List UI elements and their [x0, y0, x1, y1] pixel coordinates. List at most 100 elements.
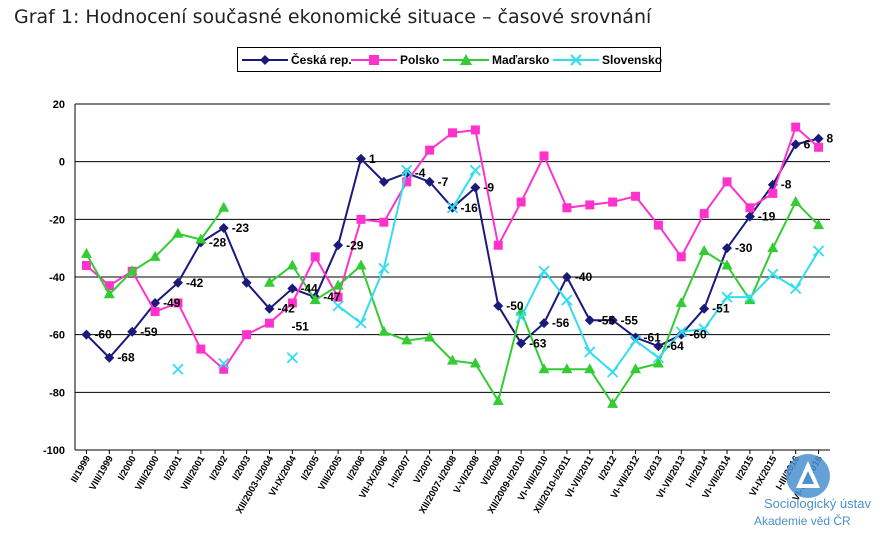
- data-label: -8: [781, 178, 792, 192]
- data-point-diamond: [584, 315, 595, 326]
- data-point-triangle: [332, 279, 344, 290]
- data-point-diamond: [355, 153, 366, 164]
- data-point-square: [562, 203, 572, 213]
- legend-label-slovakia: Slovensko: [602, 52, 663, 67]
- data-label: -55: [621, 313, 639, 327]
- data-point-diamond: [333, 240, 344, 251]
- data-point-square: [699, 209, 709, 219]
- data-point-square: [379, 217, 389, 227]
- data-point-square: [653, 220, 663, 230]
- data-label: -50: [506, 299, 524, 313]
- y-tick-label: -20: [49, 214, 65, 226]
- data-point-triangle: [424, 331, 436, 342]
- data-point-triangle: [698, 245, 710, 256]
- series-line: [268, 200, 820, 406]
- data-point-triangle: [538, 363, 550, 374]
- x-tick-label: II/1999: [69, 454, 93, 485]
- legend-item-poland: Polsko: [351, 48, 439, 71]
- data-point-x: [790, 282, 802, 295]
- x-marker-icon: [553, 53, 599, 66]
- data-point-diamond: [287, 283, 298, 294]
- data-point-square: [493, 240, 503, 250]
- chart-title: Graf 1: Hodnocení současné ekonomické si…: [14, 6, 652, 28]
- data-point-triangle: [309, 294, 321, 305]
- data-point-triangle: [469, 357, 481, 368]
- data-label: -64: [666, 339, 684, 353]
- data-point-triangle: [378, 325, 390, 336]
- data-point-diamond: [241, 277, 252, 288]
- data-point-diamond: [722, 243, 733, 254]
- data-point-x: [378, 262, 390, 274]
- data-label: 8: [827, 132, 834, 146]
- series-line: [520, 250, 820, 374]
- data-label: -47: [323, 290, 341, 304]
- data-point-diamond: [744, 211, 755, 222]
- x-tick-label: I/2013: [642, 454, 665, 482]
- data-point-square: [219, 364, 229, 374]
- data-point-square: [104, 281, 114, 291]
- data-point-square: [539, 151, 549, 161]
- y-tick-label: -100: [43, 445, 65, 457]
- data-point-square: [722, 177, 732, 187]
- data-point-x: [332, 300, 344, 312]
- y-tick-label: -60: [49, 330, 65, 342]
- data-point-diamond: [378, 176, 389, 187]
- data-point-x: [607, 366, 619, 378]
- chart-legend: Česká rep. Polsko Maďarsko Slovensko: [237, 47, 663, 72]
- legend-label-poland: Polsko: [400, 52, 440, 67]
- data-point-diamond: [104, 352, 115, 363]
- data-label: -59: [140, 325, 158, 339]
- x-tick-label: I/2005: [299, 453, 322, 482]
- data-point-triangle: [401, 334, 413, 345]
- data-label: -49: [163, 296, 181, 310]
- data-point-diamond: [470, 182, 481, 193]
- data-point-diamond: [561, 272, 572, 282]
- data-point-diamond: [539, 318, 550, 329]
- data-point-triangle: [149, 250, 161, 261]
- data-point-triangle: [286, 259, 298, 270]
- data-point-triangle: [103, 288, 115, 299]
- data-label: -56: [552, 316, 570, 330]
- data-point-diamond: [218, 222, 229, 233]
- logo-emblem-icon: [786, 454, 830, 498]
- data-label: -42: [186, 276, 204, 290]
- data-label: -63: [529, 336, 547, 350]
- data-point-triangle: [355, 259, 367, 270]
- data-point-triangle: [607, 397, 619, 408]
- x-tick-label: I/2006: [345, 454, 368, 482]
- data-label: 1: [369, 152, 376, 166]
- y-tick-label: -40: [49, 272, 65, 284]
- data-point-x: [584, 346, 596, 358]
- data-point-triangle: [584, 363, 596, 374]
- data-point-triangle: [492, 394, 504, 405]
- logo-line-2: Akademie věd ČR: [754, 514, 851, 528]
- data-label: -60: [94, 328, 112, 342]
- data-point-diamond: [424, 176, 435, 187]
- data-point-diamond: [172, 277, 183, 288]
- data-point-diamond: [493, 300, 504, 311]
- x-tick-label: I/2001: [162, 453, 185, 482]
- data-point-diamond: [516, 338, 527, 349]
- data-point-triangle: [263, 276, 275, 287]
- y-tick-label: 20: [53, 99, 65, 111]
- legend-item-czech: Česká rep.: [242, 48, 352, 71]
- data-point-triangle: [675, 296, 687, 307]
- data-point-triangle: [790, 196, 802, 207]
- data-label: -42: [277, 302, 295, 316]
- data-point-square: [745, 203, 755, 213]
- x-tick-label: I-II/2007: [386, 454, 413, 490]
- y-tick-label: -80: [49, 387, 65, 399]
- data-point-diamond: [699, 303, 710, 314]
- data-point-x: [446, 202, 459, 214]
- data-label: -61: [644, 331, 662, 345]
- data-label: -7: [438, 175, 449, 189]
- data-point-triangle: [447, 354, 458, 365]
- data-label: -40: [575, 270, 593, 284]
- data-point-square: [81, 260, 91, 270]
- data-label: 6: [804, 137, 811, 151]
- data-label: -60: [689, 328, 707, 342]
- data-point-x: [698, 323, 710, 335]
- logo-line-1: Sociologický ústav: [764, 496, 871, 511]
- data-point-triangle: [630, 363, 642, 374]
